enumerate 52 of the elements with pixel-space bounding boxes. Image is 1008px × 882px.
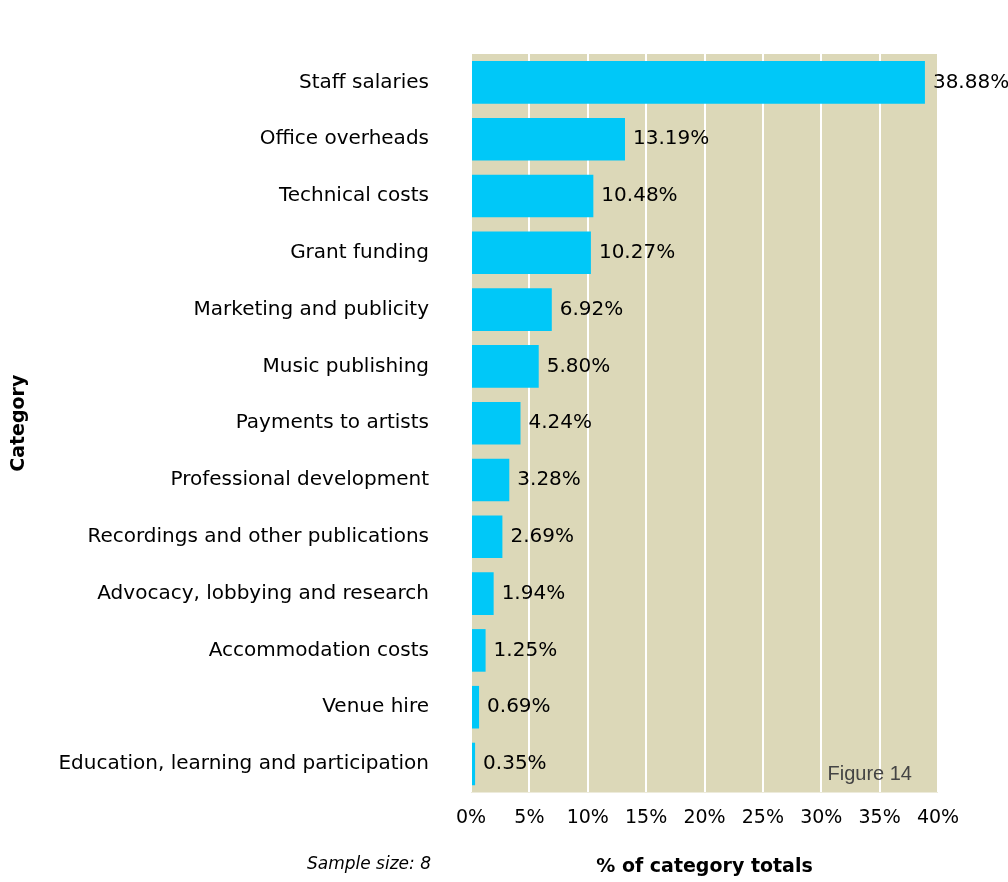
data-label: 1.94% — [501, 579, 566, 604]
data-label: 10.27% — [598, 239, 676, 263]
x-tick-label: 25% — [741, 804, 784, 827]
y-tick-label: Recordings and other publications — [87, 523, 429, 547]
bar — [472, 231, 591, 275]
y-axis-title: Category — [6, 374, 29, 472]
y-tick-label: Staff salaries — [299, 68, 429, 93]
y-tick-label: Music publishing — [262, 352, 429, 377]
bar — [472, 742, 476, 786]
data-label: 3.28% — [517, 466, 581, 491]
data-label: 2.69% — [510, 523, 574, 547]
data-label: 1.25% — [493, 636, 558, 661]
bar — [472, 401, 521, 445]
bar — [472, 117, 625, 161]
y-tick-label: Accommodation costs — [208, 636, 429, 661]
x-tick-label: 20% — [683, 804, 726, 827]
bar — [472, 458, 510, 502]
data-label: 13.19% — [632, 125, 710, 150]
bar — [472, 685, 480, 729]
text: Sample size: 8 — [306, 853, 432, 874]
bar — [472, 61, 925, 104]
bar — [472, 515, 503, 559]
y-tick-label: Grant funding — [290, 239, 429, 263]
x-tick-label: 5% — [514, 804, 545, 827]
x-tick-label: 0% — [455, 804, 487, 827]
data-label: 38.88% — [932, 68, 1008, 93]
y-tick-label: Venue hire — [322, 693, 429, 718]
y-tick-label: Payments to artists — [235, 409, 429, 434]
y-tick-label: Office overheads — [259, 125, 429, 150]
y-tick-label: Advocacy, lobbying and research — [97, 579, 429, 604]
data-label: 5.80% — [546, 352, 611, 377]
data-label: 0.69% — [487, 693, 551, 718]
x-tick-label: 30% — [800, 804, 843, 827]
bar — [472, 288, 552, 331]
annotation: Figure 14 — [827, 761, 912, 784]
y-tick-label: Education, learning and participation — [58, 750, 429, 775]
y-tick-label: Marketing and publicity — [193, 295, 430, 320]
data-label: 6.92% — [559, 295, 624, 320]
x-axis-title: % of category totals — [596, 853, 813, 876]
bar — [472, 572, 494, 615]
data-label: 10.48% — [601, 182, 678, 207]
y-tick-label: Professional development — [170, 466, 430, 491]
x-tick-label: 35% — [858, 804, 901, 827]
bar — [472, 345, 539, 388]
x-tick-label: 15% — [625, 804, 668, 827]
bar — [472, 174, 594, 218]
data-label: 0.35% — [483, 750, 547, 775]
bar — [472, 629, 486, 672]
y-tick-label: Technical costs — [277, 182, 429, 207]
x-tick-label: 40% — [916, 804, 960, 827]
x-tick-label: 10% — [566, 804, 609, 827]
data-label: 4.24% — [528, 409, 593, 434]
